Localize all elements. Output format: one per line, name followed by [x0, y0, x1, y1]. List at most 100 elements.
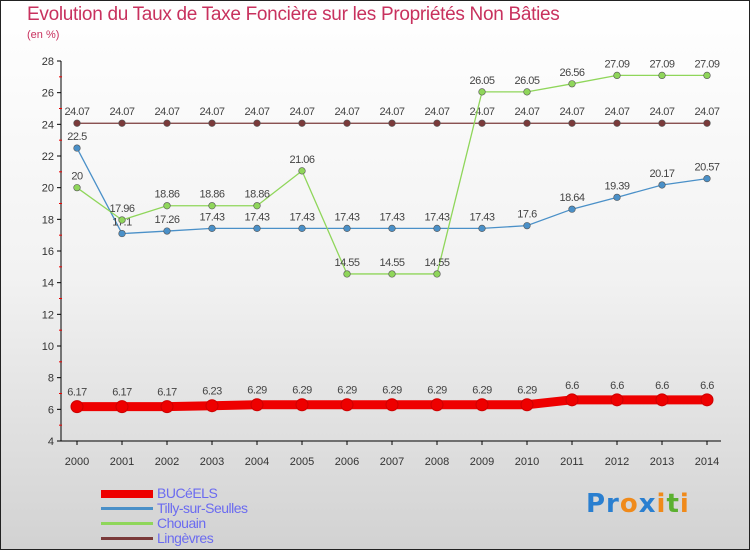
data-point [478, 88, 486, 96]
data-label: 6.6 [565, 380, 579, 392]
data-label: 20.57 [694, 162, 719, 174]
x-tick-label: 2006 [335, 456, 359, 468]
data-label: 20 [71, 171, 83, 183]
data-point [430, 398, 444, 412]
legend-swatch [101, 522, 153, 525]
x-tick-label: 2004 [245, 456, 269, 468]
data-point [523, 88, 531, 96]
series-BUCéELS: 6.17 6.17 6.17 6.23 6.29 6.29 6.29 6.29 6.29 6.29… [67, 380, 715, 414]
series-Tilly-sur-Seulles: 22.517.117.2617.4317.4317.4317.4317.4317… [67, 131, 720, 238]
y-tick-label: 12 [42, 309, 54, 321]
data-point [568, 119, 576, 127]
data-point [388, 270, 396, 278]
data-label: 24.07 [694, 106, 719, 118]
data-point [343, 270, 351, 278]
data-label: 27.09 [694, 58, 719, 70]
data-point [565, 393, 579, 407]
data-label: 24.07 [199, 106, 224, 118]
data-point [658, 71, 666, 80]
x-tick-label: 2011 [560, 456, 584, 468]
data-label: 17.43 [424, 211, 449, 223]
x-tick-label: 2010 [515, 456, 539, 468]
data-label: 17.26 [154, 214, 179, 226]
data-point [163, 202, 171, 210]
data-point [385, 398, 399, 412]
x-tick-label: 2009 [470, 456, 494, 468]
y-tick-label: 26 [42, 88, 54, 100]
data-point [253, 202, 261, 210]
data-point [205, 399, 219, 413]
y-tick-label: 28 [42, 56, 54, 68]
data-point [340, 398, 354, 412]
data-point [475, 398, 489, 412]
x-tick-label: 2000 [65, 456, 89, 468]
data-point [253, 119, 261, 127]
data-label: 24.07 [244, 106, 269, 118]
data-point [298, 224, 306, 232]
data-point [208, 119, 216, 127]
data-label: 6.29 [472, 385, 492, 397]
data-label: 6.6 [655, 380, 669, 392]
data-label: 17.43 [379, 211, 404, 223]
legend-swatch [101, 537, 153, 540]
legend-swatch [101, 489, 153, 498]
data-point [343, 224, 351, 232]
data-point [73, 184, 81, 192]
data-point [115, 400, 129, 414]
legend-item: BUCéELS [101, 486, 248, 501]
data-label: 24.07 [379, 106, 404, 118]
data-label: 24.07 [64, 106, 89, 118]
data-point [523, 119, 531, 127]
data-label: 6.17 [157, 387, 177, 399]
data-label: 17.43 [469, 211, 494, 223]
x-tick-label: 2001 [110, 456, 134, 468]
data-point [520, 398, 534, 412]
data-label: 26.56 [559, 67, 584, 79]
data-label: 19.39 [604, 180, 629, 192]
y-tick-label: 16 [42, 246, 54, 258]
legend-label: Tilly-sur-Seulles [157, 500, 248, 516]
data-point [658, 181, 666, 189]
data-label: 6.29 [292, 385, 312, 397]
data-label: 6.6 [610, 380, 624, 392]
data-label: 21.06 [289, 154, 314, 166]
data-point [478, 119, 486, 127]
legend-label: Lingèvres [157, 530, 214, 546]
data-label: 18.86 [244, 189, 269, 201]
data-label: 6.29 [247, 385, 267, 397]
data-point [298, 119, 306, 127]
data-label: 6.29 [382, 385, 402, 397]
data-label: 24.07 [109, 106, 134, 118]
data-point [703, 175, 711, 183]
proxiti-logo: Proxiti [586, 489, 690, 519]
data-label: 17.96 [109, 203, 134, 215]
data-label: 18.64 [559, 192, 584, 204]
data-point [253, 224, 261, 232]
data-point [433, 119, 441, 127]
legend-swatch [101, 507, 153, 510]
data-point [118, 216, 126, 224]
y-tick-label: 14 [42, 278, 54, 290]
legend-label: Chouain [157, 515, 206, 531]
data-label: 24.07 [424, 106, 449, 118]
data-label: 20.17 [649, 168, 674, 180]
data-point [163, 119, 171, 127]
data-label: 17.6 [517, 209, 537, 221]
x-tick-label: 2012 [605, 456, 629, 468]
data-point [568, 80, 576, 88]
x-tick-label: 2014 [695, 456, 719, 468]
chart-subtitle: (en %) [27, 29, 60, 41]
x-tick-label: 2008 [425, 456, 449, 468]
data-label: 24.07 [289, 106, 314, 118]
data-label: 27.09 [604, 58, 629, 70]
legend-item: Chouain [101, 516, 248, 531]
data-point [388, 119, 396, 127]
data-point [568, 205, 576, 213]
data-label: 27.09 [649, 58, 674, 70]
data-label: 6.23 [202, 386, 222, 398]
data-label: 24.07 [604, 106, 629, 118]
data-label: 6.17 [67, 387, 87, 399]
data-point [343, 119, 351, 127]
